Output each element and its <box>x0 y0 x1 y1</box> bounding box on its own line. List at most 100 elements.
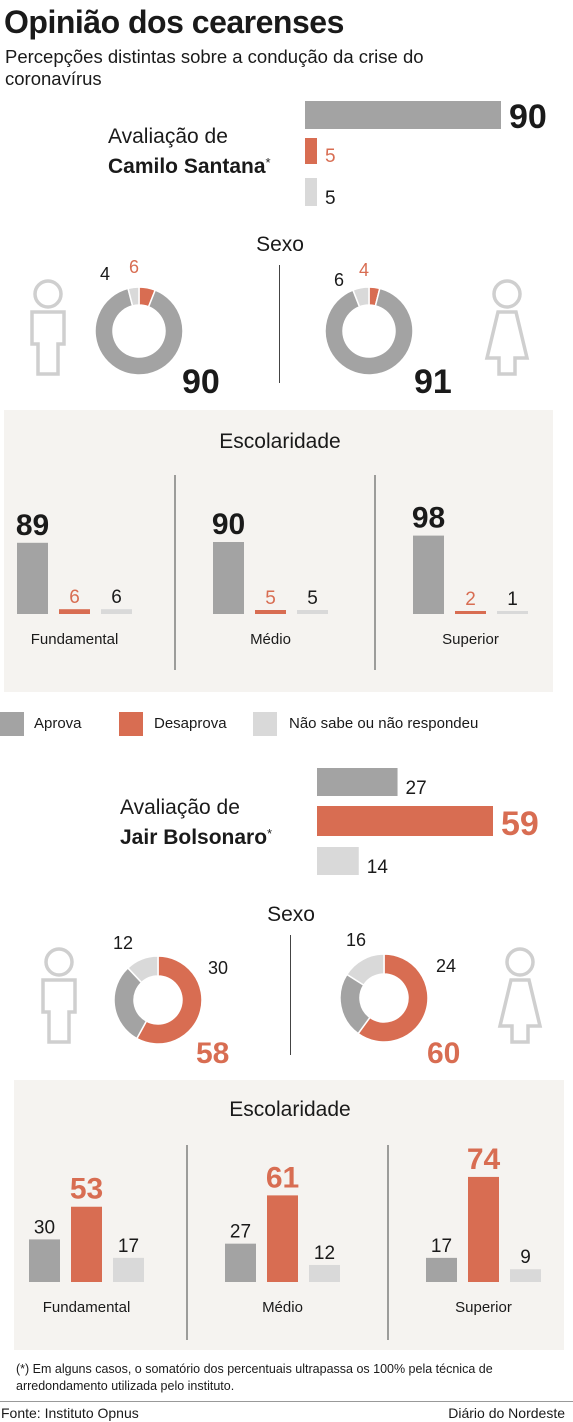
hbar-label-0: 90 <box>509 98 547 136</box>
escol-bar-1-1 <box>267 1195 298 1282</box>
legend-swatch-desaprova <box>119 712 143 736</box>
escol-value-0-2: 17 <box>118 1236 139 1257</box>
bolsonaro-masc-desaprova-label: 58 <box>196 1037 229 1070</box>
escol-bar-2-2 <box>497 611 528 614</box>
camilo-donut-masc-slice-aprova <box>94 287 184 376</box>
female-icon <box>484 279 530 376</box>
escol-value-2-2: 1 <box>507 589 518 610</box>
hbar-2 <box>305 178 317 206</box>
escol-bar-0-0 <box>17 542 48 614</box>
bolsonaro-escolaridade-bar-chart: 30 53 17 Fundamental 27 61 12 Médio 17 74 9 Superio… <box>29 1143 541 1340</box>
hbar-label-1: 59 <box>501 805 539 843</box>
hbar-label-1: 5 <box>325 146 336 167</box>
escol-category-2: Superior <box>455 1299 512 1316</box>
escol-value-1-1: 61 <box>266 1161 299 1194</box>
camilo-masc-nao-sabe-label: 4 <box>100 264 110 284</box>
escol-value-2-0: 17 <box>431 1236 452 1257</box>
escol-bar-1-2 <box>309 1264 340 1282</box>
escol-bar-1-2 <box>297 610 328 614</box>
legend-label-desaprova: Desaprova <box>154 715 227 732</box>
bolsonaro-sexo-donut-charts: 12 30 58 16 24 60 <box>41 930 543 1070</box>
escol-value-1-2: 12 <box>314 1243 335 1264</box>
camilo-eval-label-name: Camilo Santana <box>108 155 266 178</box>
bolsonaro-escolaridade-title: Escolaridade <box>229 1098 351 1121</box>
escol-bar-0-1 <box>71 1206 102 1282</box>
camilo-horizontal-bar-chart: 90 5 5 <box>305 98 547 209</box>
camilo-sexo-divider <box>279 265 280 383</box>
bolsonaro-sexo-divider <box>290 935 291 1055</box>
escol-category-1: Médio <box>250 631 291 648</box>
bolsonaro-asterisk: * <box>267 826 273 841</box>
escol-bar-0-2 <box>113 1257 144 1282</box>
bolsonaro-donut-fem-slice-desaprova <box>357 953 429 1043</box>
legend-swatch-aprova <box>0 712 24 736</box>
hbar-label-2: 14 <box>367 857 389 878</box>
male-icon <box>30 279 66 376</box>
escol-bar-0-0 <box>29 1239 60 1282</box>
legend-label-nao-sabe: Não sabe ou não respondeu <box>289 715 479 732</box>
footer-divider <box>0 1401 573 1402</box>
camilo-escolaridade-bar-chart: 89 6 6 Fundamental 90 5 5 Médio 98 2 1 Superior <box>16 475 528 670</box>
escol-bar-1-0 <box>213 542 244 614</box>
escol-category-0: Fundamental <box>31 631 119 648</box>
camilo-donut-fem-slice-aprova <box>324 287 414 376</box>
escol-bar-2-0 <box>413 535 444 614</box>
hbar-0 <box>317 768 398 796</box>
page-title: Opinião dos cearenses <box>4 4 344 40</box>
source-text: Fonte: Instituto Opnus <box>1 1405 139 1421</box>
escol-value-0-0: 30 <box>34 1217 55 1238</box>
camilo-fem-nao-sabe-label: 6 <box>334 270 344 290</box>
male-icon <box>41 947 77 1044</box>
escol-category-1: Médio <box>262 1299 303 1316</box>
camilo-masc-desaprova-label: 6 <box>129 257 139 277</box>
camilo-eval-label: Avaliação de Camilo Santana* <box>108 124 271 180</box>
camilo-fem-aprova-label: 91 <box>414 363 452 400</box>
escol-value-1-2: 5 <box>307 588 318 609</box>
escol-bar-1-0 <box>225 1243 256 1282</box>
bolsonaro-sexo-title: Sexo <box>267 903 315 926</box>
hbar-label-0: 27 <box>406 778 427 799</box>
escol-value-0-2: 6 <box>111 587 122 608</box>
hbar-1 <box>305 138 317 164</box>
page-subtitle: Percepções distintas sobre a condução da… <box>5 46 424 89</box>
hbar-label-2: 5 <box>325 188 336 209</box>
bolsonaro-fem-nao-sabe-label: 16 <box>346 930 366 950</box>
camilo-sexo-title: Sexo <box>256 233 304 256</box>
bolsonaro-eval-label-name: Jair Bolsonaro <box>120 826 268 849</box>
escol-bar-2-1 <box>455 611 486 614</box>
escol-category-2: Superior <box>442 631 499 648</box>
escol-bar-1-1 <box>255 610 286 614</box>
escol-category-0: Fundamental <box>43 1299 131 1316</box>
bolsonaro-masc-nao-sabe-label: 12 <box>113 933 133 953</box>
escol-value-2-2: 9 <box>520 1247 531 1268</box>
escol-value-2-0: 98 <box>412 502 445 535</box>
footnote: (*) Em alguns casos, o somatório dos per… <box>16 1362 493 1393</box>
bolsonaro-donut-masc-slice-desaprova <box>135 955 203 1045</box>
legend-swatch-nao-sabe <box>253 712 277 736</box>
escol-bar-2-1 <box>468 1176 499 1282</box>
camilo-escolaridade-title: Escolaridade <box>219 430 341 453</box>
camilo-fem-desaprova-label: 4 <box>359 260 369 280</box>
escol-bar-0-2 <box>101 609 132 614</box>
escol-value-0-1: 53 <box>70 1173 103 1206</box>
publisher-text: Diário do Nordeste <box>448 1405 565 1421</box>
bolsonaro-fem-desaprova-label: 60 <box>427 1037 460 1070</box>
bolsonaro-donut-fem-slice-nao_sabe <box>345 953 385 987</box>
bolsonaro-donut-masc-slice-nao_sabe <box>126 955 159 984</box>
legend-label-aprova: Aprova <box>34 715 82 732</box>
bolsonaro-eval-label-line1: Avaliação de <box>120 796 240 819</box>
escol-value-1-1: 5 <box>265 588 276 609</box>
bolsonaro-eval-label: Avaliação de Jair Bolsonaro* <box>120 795 272 851</box>
bolsonaro-masc-aprova-label: 30 <box>208 958 228 978</box>
hbar-1 <box>317 806 493 836</box>
female-icon <box>497 947 543 1044</box>
escol-value-2-1: 2 <box>465 589 476 610</box>
camilo-donut-fem-slice-nao_sabe <box>351 286 370 308</box>
escol-value-0-1: 6 <box>69 587 80 608</box>
escol-value-1-0: 27 <box>230 1222 251 1243</box>
hbar-2 <box>317 847 359 875</box>
camilo-escolaridade-panel <box>4 410 553 692</box>
camilo-eval-label-line1: Avaliação de <box>108 125 228 148</box>
bolsonaro-fem-aprova-label: 24 <box>436 956 456 976</box>
